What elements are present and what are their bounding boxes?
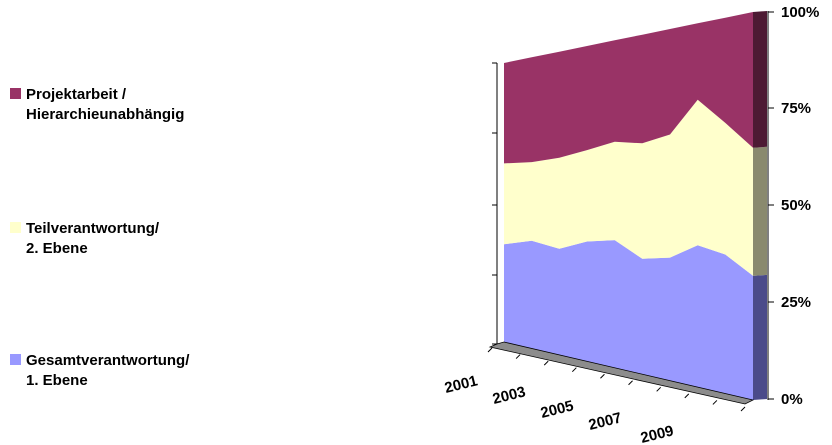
legend-swatch [10,354,21,365]
x-axis-tick [712,400,718,405]
x-tick-label: 2007 [587,409,623,434]
y-tick-label: 0% [781,391,803,408]
legend-swatch [10,222,21,233]
area-series-2 [504,99,753,276]
x-tick-label: 2009 [639,422,675,445]
x-axis-tick [628,380,633,386]
x-axis-tick [515,354,521,359]
x-axis-floor [488,341,755,405]
y-tick-label: 100% [781,4,819,21]
legend-label: Teilverantwortung/ [26,220,160,237]
x-axis-tick [684,393,690,399]
legend-label: Hierarchieunabhängig [26,106,184,123]
y-tick-label: 25% [781,294,811,311]
legend: Projektarbeit / Hierarchieunabhängig Teilv… [10,86,190,389]
x-axis-tick [487,347,493,353]
area-series-3 [504,12,753,164]
side-wall-series-3 [753,11,767,148]
x-tick-label: 2003 [491,383,527,408]
legend-label: 1. Ebene [26,372,88,389]
area-series-group [504,12,753,400]
side-wall-series-2 [753,146,767,276]
x-tick-label: 2005 [539,397,575,422]
y-tick-label: 75% [781,100,811,117]
legend-label: Gesamtverantwortung/ [26,352,190,369]
side-wall-series-1 [753,274,767,400]
x-axis-tick [600,373,605,379]
y-tick-label: 50% [781,197,811,214]
area-series-1 [504,240,753,400]
legend-label: Projektarbeit / [26,86,127,103]
legend-swatch [10,88,21,99]
x-tick-label: 2001 [443,372,479,397]
depth-side-wall [753,11,767,400]
x-axis-tick [543,360,549,366]
x-axis-tick [656,386,662,392]
legend-label: 2. Ebene [26,240,88,257]
x-axis-tick [740,406,746,412]
x-axis-tick [571,367,577,373]
